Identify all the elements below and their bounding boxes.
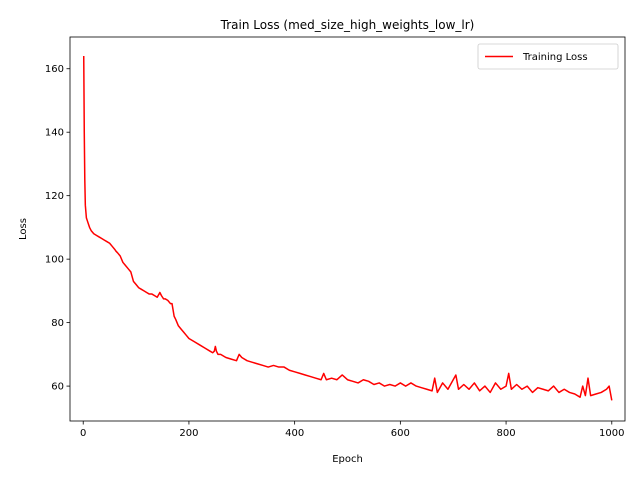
x-tick-label: 0 xyxy=(80,428,86,439)
plot-area xyxy=(70,37,625,421)
plot-frame xyxy=(69,36,626,422)
series-layer xyxy=(82,56,613,401)
y-tick-label: 140 xyxy=(45,128,64,139)
x-tick-label: 200 xyxy=(179,428,198,439)
y-tick-label: 100 xyxy=(45,255,64,266)
x-tick-label: 1000 xyxy=(599,428,624,439)
chart-title: Train Loss (med_size_high_weights_low_lr… xyxy=(220,18,475,32)
x-axis-ticks: 0 200 400 600 800 1000 xyxy=(80,421,625,439)
y-tick-label: 60 xyxy=(51,382,64,393)
legend-label: Training Loss xyxy=(522,52,588,63)
y-tick-label: 120 xyxy=(45,191,64,202)
legend-box xyxy=(477,43,619,70)
series-line-training-loss xyxy=(82,56,613,401)
legend: Training Loss xyxy=(477,43,619,70)
x-tick-label: 800 xyxy=(497,428,516,439)
x-tick-label: 600 xyxy=(391,428,410,439)
y-tick-label: 160 xyxy=(45,64,64,75)
y-axis-label: Loss xyxy=(18,218,29,240)
y-tick-label: 80 xyxy=(51,318,64,329)
x-tick-label: 400 xyxy=(285,428,304,439)
y-axis-ticks: 60 80 100 120 140 160 xyxy=(45,64,70,393)
x-axis-label: Epoch xyxy=(332,454,363,465)
